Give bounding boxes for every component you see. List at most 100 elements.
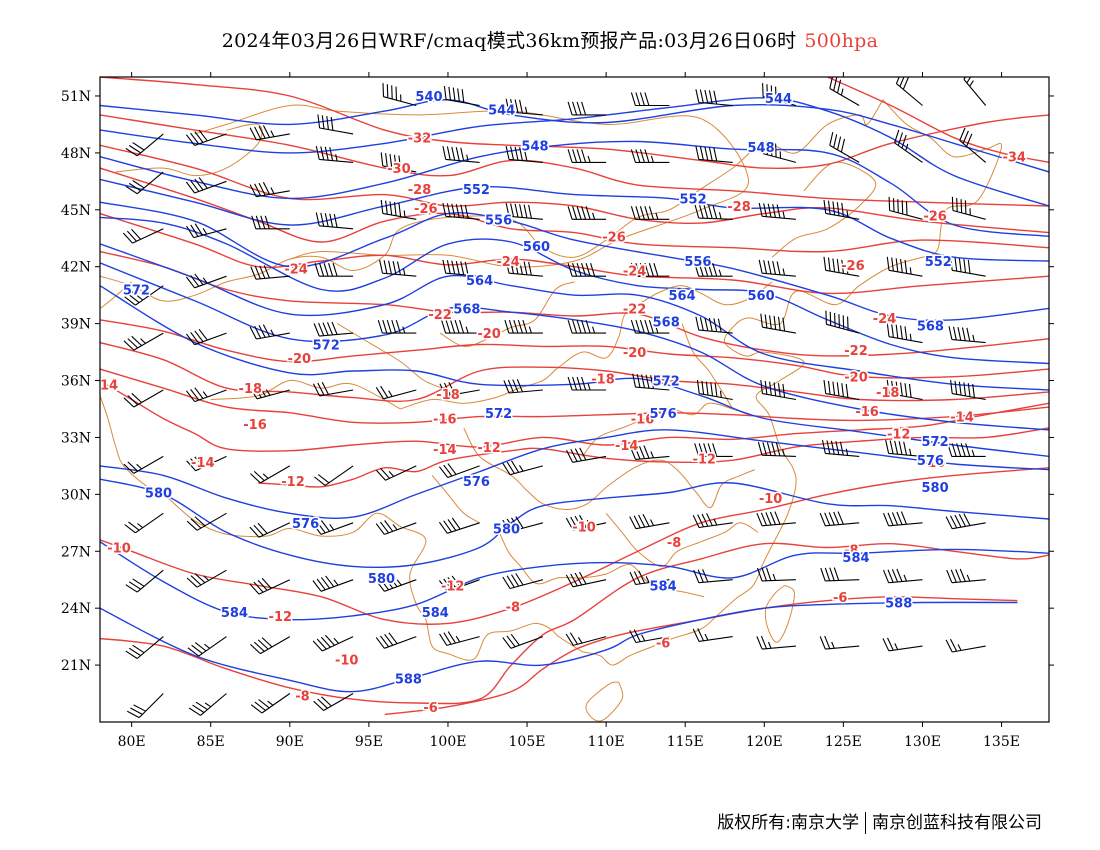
wind-barb — [503, 378, 543, 394]
temperature-contour-label: -24 — [623, 265, 647, 280]
temperature-contour-line — [100, 114, 1049, 207]
temperature-contour-label: -26 — [841, 259, 865, 274]
wind-barb — [886, 256, 923, 277]
temperature-contour-line — [100, 319, 1049, 379]
temperature-contour-line — [384, 596, 1018, 716]
wind-barb — [630, 149, 670, 163]
company-text: 南京创蓝科技有限公司 — [872, 813, 1042, 833]
border-line — [115, 123, 263, 177]
wind-barb — [894, 129, 923, 163]
wind-barb — [758, 259, 796, 277]
height-contour-label: 548 — [521, 139, 548, 154]
height-contour-line — [100, 216, 1049, 365]
wind-barb — [502, 633, 544, 649]
wind-barb — [760, 313, 796, 334]
wind-barb — [757, 441, 796, 457]
temperature-contour-label: -28 — [408, 183, 432, 198]
footer-divider — [865, 812, 866, 834]
lat-tick-label: 21N — [61, 658, 91, 674]
lon-tick-label: 90E — [276, 734, 304, 750]
wind-barb — [249, 577, 291, 595]
temperature-contour-label: -8 — [295, 689, 309, 704]
lat-tick-label: 36N — [61, 374, 91, 390]
wind-barb — [124, 285, 164, 306]
wind-barb — [946, 568, 986, 584]
temperature-contour-label: -6 — [423, 701, 437, 716]
wind-barb — [695, 89, 733, 107]
wind-barb — [125, 569, 164, 593]
wind-barb — [567, 149, 607, 163]
height-contour-label: 556 — [684, 255, 711, 270]
temperature-contour-label: -14 — [191, 456, 215, 471]
wind-barb — [886, 323, 923, 344]
wind-barb — [692, 628, 733, 642]
wind-barb — [629, 570, 670, 586]
height-contour-label: 572 — [653, 375, 680, 390]
temperature-contour-line — [258, 427, 1049, 488]
temperature-contour-line — [100, 542, 1049, 705]
border-line — [585, 681, 624, 722]
height-contour-label: 576 — [292, 517, 319, 532]
lat-tick-label: 27N — [61, 544, 91, 560]
height-contour-label: 580 — [922, 481, 949, 496]
wind-barb — [441, 319, 480, 334]
height-contour-label: 552 — [925, 255, 952, 270]
lon-tick-label: 85E — [197, 734, 225, 750]
temperature-contour-label: -8 — [844, 543, 858, 558]
temperature-contour-label: -22 — [623, 302, 647, 317]
height-contour-line — [100, 243, 1049, 391]
lat-tick-label: 51N — [61, 89, 91, 105]
height-contour-label: 564 — [669, 289, 696, 304]
wind-barb — [963, 77, 987, 106]
temperature-contour-line — [100, 379, 1049, 452]
lon-tick-label: 135E — [983, 734, 1020, 750]
wind-barb — [438, 463, 480, 479]
wind-barb — [312, 381, 354, 397]
wind-barb — [882, 637, 923, 652]
lon-tick-label: 120E — [746, 734, 783, 750]
border-line — [400, 281, 773, 410]
height-contour-label: 580 — [493, 523, 520, 538]
temperature-contour-label: -12 — [441, 579, 465, 594]
wind-barb — [442, 259, 480, 277]
temperature-contour-line — [100, 144, 1049, 234]
wind-barb — [439, 631, 480, 646]
wind-barb — [313, 321, 354, 337]
wind-barb — [250, 465, 291, 484]
wind-barb — [375, 520, 417, 535]
temperature-contour-label: -10 — [572, 521, 596, 536]
wind-barb — [567, 206, 607, 220]
wind-barb — [185, 387, 227, 403]
wind-barb — [629, 629, 670, 644]
wind-barb — [694, 204, 733, 220]
wind-barb — [567, 376, 607, 391]
wind-barb — [566, 447, 607, 463]
wind-barb — [249, 384, 290, 400]
temperature-contour-label: -14 — [950, 411, 974, 426]
temperature-contour-label: -20 — [288, 352, 312, 367]
lon-tick-label: 95E — [355, 734, 383, 750]
wind-barb — [312, 520, 354, 535]
wind-barb — [249, 522, 291, 538]
border-lines — [100, 99, 1003, 722]
wind-barb — [632, 373, 670, 391]
wind-barb — [819, 635, 860, 650]
height-contour-label: 572 — [123, 284, 150, 299]
wind-barb — [125, 171, 164, 195]
temperature-contour-label: -26 — [602, 230, 626, 245]
wind-barb — [567, 263, 607, 277]
wind-barb — [756, 635, 796, 650]
lon-tick-label: 80E — [118, 734, 146, 750]
wind-barb — [505, 98, 543, 116]
height-contour-label: 584 — [842, 551, 869, 566]
wind-barb — [825, 310, 860, 334]
wind-barb — [630, 206, 670, 220]
wind-barb — [694, 443, 733, 457]
height-contour-label: 576 — [463, 475, 490, 490]
wind-barb — [186, 223, 227, 239]
temperature-contour-label: -24 — [496, 255, 520, 270]
border-line — [463, 427, 755, 511]
border-line — [582, 254, 931, 666]
height-contour-line — [100, 97, 1049, 207]
